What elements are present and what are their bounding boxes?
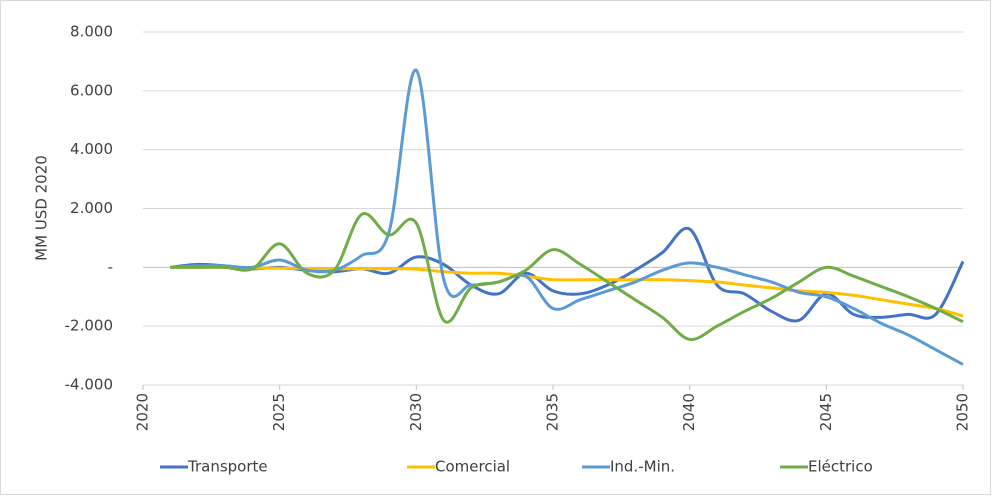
legend-label: Transporte	[187, 458, 268, 476]
y-tick-label: 4.000	[70, 140, 113, 158]
y-tick-label: 6.000	[70, 81, 113, 99]
x-tick-label: 2020	[134, 393, 152, 431]
x-tick-label: 2050	[954, 393, 972, 431]
legend-label: Eléctrico	[808, 458, 873, 476]
x-tick-label: 2040	[680, 393, 698, 431]
x-tick-label: 2035	[544, 393, 562, 431]
y-tick-label: 8.000	[70, 23, 113, 41]
legend-label: Comercial	[435, 458, 510, 476]
x-tick-label: 2045	[817, 393, 835, 431]
y-tick-label: 2.000	[70, 199, 113, 217]
y-tick-label: -4.000	[65, 376, 113, 394]
series-line	[170, 212, 964, 341]
legend-label: Ind.-Min.	[610, 458, 675, 476]
x-tick-label: 2025	[270, 393, 288, 431]
y-tick-label: -	[108, 258, 113, 276]
y-axis-label: MM USD 2020	[33, 155, 51, 261]
y-tick-label: -2.000	[65, 317, 113, 335]
x-tick-label: 2030	[407, 393, 425, 431]
series-line	[170, 68, 964, 366]
